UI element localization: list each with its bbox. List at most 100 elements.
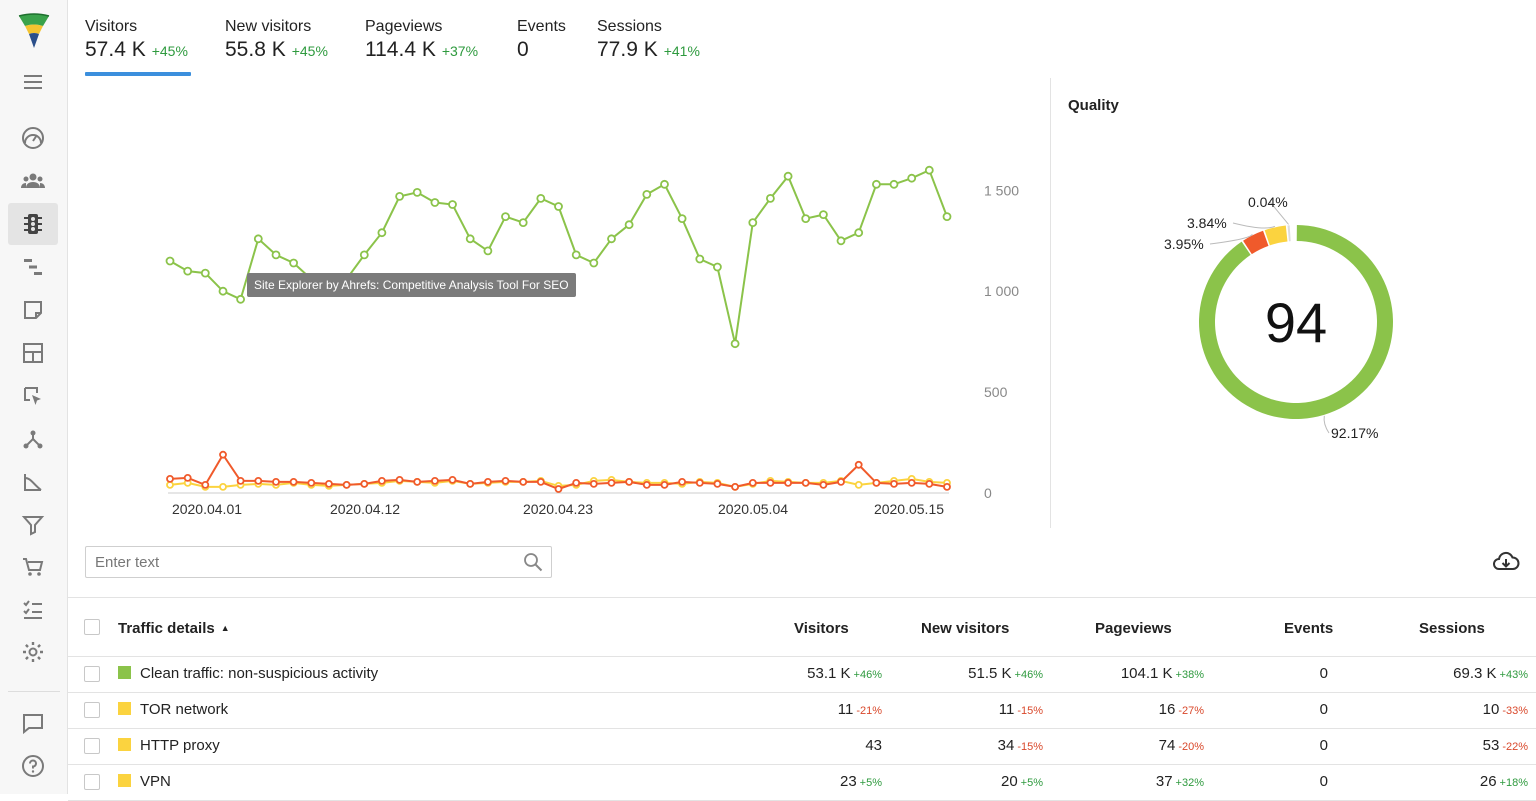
data-point[interactable] [413, 477, 422, 486]
data-point[interactable] [695, 254, 705, 264]
tab-events[interactable]: Events 0 [517, 18, 566, 62]
data-point[interactable] [307, 478, 316, 487]
data-point[interactable] [889, 179, 899, 189]
data-point[interactable] [925, 479, 934, 488]
sidebar-item-settings[interactable] [8, 631, 58, 673]
data-point[interactable] [395, 475, 404, 484]
sidebar-item-timeline[interactable] [8, 246, 58, 288]
donut-slice[interactable] [1287, 225, 1291, 242]
logo-icon[interactable] [17, 12, 51, 52]
row-checkbox[interactable] [84, 702, 100, 718]
data-point[interactable] [872, 478, 881, 487]
data-point[interactable] [324, 479, 333, 488]
data-point[interactable] [271, 250, 281, 260]
donut-slice[interactable] [1264, 225, 1288, 246]
tab-new-visitors[interactable]: New visitors 55.8 K +45% [225, 18, 328, 62]
data-point[interactable] [465, 234, 475, 244]
data-point[interactable] [942, 212, 952, 221]
sidebar-item-ecommerce[interactable] [8, 546, 58, 588]
data-point[interactable] [819, 480, 828, 489]
sidebar-item-dashboard[interactable] [8, 117, 58, 159]
data-point[interactable] [872, 179, 881, 189]
data-point[interactable] [219, 482, 227, 491]
table-row[interactable]: VPN 23 +5% 20 +5% 37 +32% 0 26 +18% [68, 765, 1536, 801]
row-checkbox[interactable] [84, 738, 100, 754]
data-point[interactable] [430, 476, 439, 485]
data-point[interactable] [854, 228, 864, 238]
data-point[interactable] [624, 220, 634, 230]
data-point[interactable] [166, 474, 174, 483]
data-point[interactable] [607, 478, 616, 487]
data-point[interactable] [784, 478, 792, 487]
data-point[interactable] [748, 478, 757, 487]
data-point[interactable] [890, 479, 898, 488]
data-point[interactable] [200, 268, 210, 278]
data-point[interactable] [695, 478, 704, 487]
select-all-checkbox[interactable] [84, 619, 100, 635]
data-point[interactable] [713, 479, 722, 488]
data-point[interactable] [183, 266, 193, 276]
data-point[interactable] [289, 477, 298, 486]
data-point[interactable] [359, 250, 369, 260]
data-point[interactable] [607, 234, 616, 244]
tab-visitors[interactable]: Visitors 57.4 K +45% [85, 18, 188, 62]
sidebar-item-layout[interactable] [8, 332, 58, 374]
data-point[interactable] [819, 210, 828, 219]
column-header-events[interactable]: Events [1284, 620, 1334, 637]
row-checkbox[interactable] [84, 666, 100, 682]
data-point[interactable] [501, 212, 510, 221]
data-point[interactable] [571, 250, 581, 260]
quality-donut-chart[interactable]: 94 92.17% 3.95% 3.84% 0.04% [1150, 185, 1450, 455]
data-point[interactable] [766, 194, 775, 203]
data-point[interactable] [201, 480, 210, 489]
search-icon[interactable] [523, 552, 543, 572]
sidebar-item-chat[interactable] [8, 702, 58, 744]
donut-slice[interactable] [1243, 230, 1269, 255]
sidebar-item-funnel[interactable] [8, 504, 58, 546]
data-point[interactable] [519, 477, 528, 486]
data-point[interactable] [218, 286, 228, 296]
data-point[interactable] [642, 480, 651, 489]
data-point[interactable] [395, 192, 405, 201]
data-point[interactable] [731, 482, 739, 491]
data-point[interactable] [466, 479, 475, 488]
data-point[interactable] [254, 476, 263, 485]
data-point[interactable] [377, 228, 387, 238]
data-point[interactable] [589, 258, 599, 268]
data-point[interactable] [713, 262, 722, 272]
data-point[interactable] [677, 214, 687, 223]
data-point[interactable] [430, 198, 440, 207]
data-point[interactable] [589, 479, 598, 488]
data-point[interactable] [730, 339, 740, 349]
data-point[interactable] [854, 480, 863, 489]
sidebar-item-network[interactable] [8, 418, 58, 460]
table-row[interactable]: Clean traffic: non-suspicious activity 53… [68, 657, 1536, 693]
data-point[interactable] [572, 478, 581, 487]
column-header-new-visitors[interactable]: New visitors [921, 620, 1010, 637]
data-point[interactable] [943, 482, 951, 491]
data-point[interactable] [642, 190, 652, 199]
data-point[interactable] [660, 179, 669, 189]
data-point[interactable] [854, 460, 863, 469]
sidebar-item-goals[interactable] [8, 588, 58, 630]
data-point[interactable] [748, 218, 758, 227]
data-point[interactable] [536, 477, 545, 486]
column-header-traffic-details[interactable]: Traffic details ▲ [118, 620, 230, 637]
data-point[interactable] [625, 477, 634, 486]
data-point[interactable] [165, 256, 175, 266]
data-point[interactable] [483, 246, 493, 256]
data-point[interactable] [783, 171, 793, 181]
data-point[interactable] [518, 218, 528, 227]
data-point[interactable] [360, 479, 369, 488]
menu-button[interactable] [8, 61, 58, 103]
data-point[interactable] [907, 478, 916, 487]
data-point[interactable] [183, 473, 192, 482]
sidebar-item-traffic[interactable] [8, 203, 58, 245]
tab-sessions[interactable]: Sessions 77.9 K +41% [597, 18, 700, 62]
column-header-sessions[interactable]: Sessions [1419, 620, 1485, 637]
data-point[interactable] [289, 258, 299, 268]
data-point[interactable] [236, 294, 245, 304]
data-point[interactable] [678, 477, 686, 486]
sidebar-item-graph[interactable] [8, 461, 58, 503]
data-point[interactable] [236, 476, 245, 485]
